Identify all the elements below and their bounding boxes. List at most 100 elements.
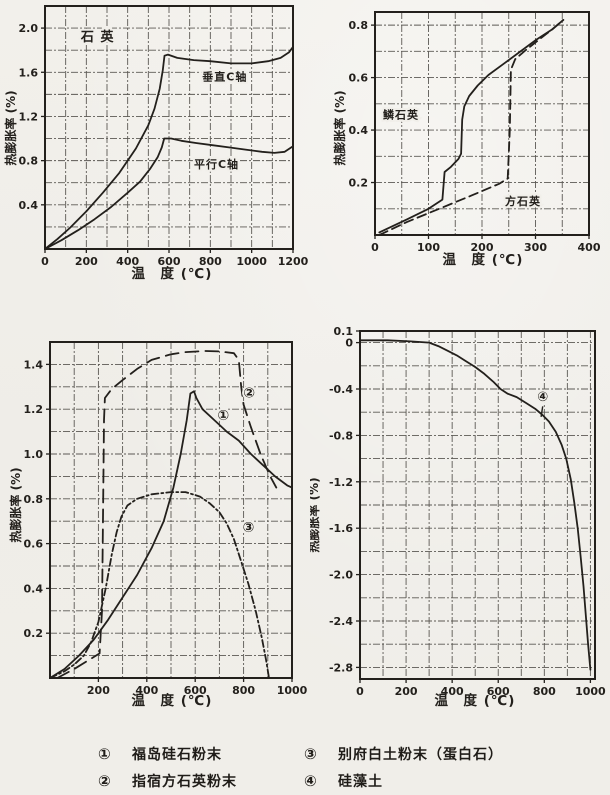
y-axis-label: 热膨胀率 (%) <box>8 467 23 542</box>
legend-label-4: 硅藻土 <box>338 774 383 790</box>
svg-text:1000: 1000 <box>236 255 267 268</box>
series-curve-2 <box>378 18 565 236</box>
chart-diatomite-contraction: 0 200 400 600 800 10000.10-0.4-0.8-1.2-1.6-2.… <box>310 325 606 709</box>
legend-label-3: 别府白土粉末（蛋白石） <box>338 747 503 763</box>
figure-legend: ① 福岛硅石粉末 ③ 别府白土粉末（蛋白石） ② 指宿方石英粉末 ④ 硅藻土 <box>98 744 568 791</box>
svg-text:200: 200 <box>395 685 418 698</box>
svg-text:0.1: 0.1 <box>334 325 354 338</box>
x-axis-label: 温 度 (℃) <box>443 251 524 268</box>
series-curve-2 <box>56 350 278 679</box>
svg-text:0.4: 0.4 <box>24 582 44 595</box>
svg-text:-0.4: -0.4 <box>329 383 353 396</box>
svg-text:0.8: 0.8 <box>24 493 44 506</box>
x-axis-label: 温 度 (℃) <box>132 265 213 282</box>
legend-label-1: 福岛硅石粉末 <box>132 747 222 763</box>
svg-text:0.8: 0.8 <box>19 155 39 168</box>
svg-text:-2.8: -2.8 <box>329 661 353 674</box>
svg-text:1.0: 1.0 <box>24 448 44 461</box>
svg-text:0.2: 0.2 <box>349 177 369 190</box>
svg-text:0.6: 0.6 <box>24 538 44 551</box>
svg-text:2.0: 2.0 <box>19 22 39 35</box>
legend-item-4: ④ 硅藻土 <box>304 771 568 791</box>
svg-text:1200: 1200 <box>278 255 309 268</box>
curve-annotation: ④ <box>537 390 549 405</box>
legend-label-2: 指宿方石英粉末 <box>132 774 237 790</box>
legend-item-1: ① 福岛硅石粉末 <box>98 744 304 764</box>
svg-text:-1.6: -1.6 <box>329 522 353 535</box>
legend-marker-3: ③ <box>304 745 318 763</box>
curve-annotation: ③ <box>242 520 255 536</box>
svg-text:1.4: 1.4 <box>24 358 44 371</box>
svg-text:600: 600 <box>184 684 207 697</box>
legend-item-3: ③ 别府白土粉末（蛋白石） <box>304 744 568 764</box>
curve-annotation: 石 英 <box>80 29 115 45</box>
series-curve-1 <box>49 390 293 679</box>
svg-text:0.8: 0.8 <box>349 19 369 32</box>
svg-text:200: 200 <box>87 684 110 697</box>
svg-text:1000: 1000 <box>277 684 308 697</box>
svg-text:0: 0 <box>345 337 353 350</box>
y-axis-label: 热膨胀率 (%) <box>332 90 347 165</box>
svg-text:1.2: 1.2 <box>24 403 44 416</box>
svg-text:0.6: 0.6 <box>349 72 369 85</box>
plot-frame <box>374 11 590 236</box>
axis-ticks: 0 100 200 300 400 0.2 0.4 0.6 0.8 <box>349 19 601 254</box>
svg-text:0: 0 <box>371 241 379 254</box>
grid-lines <box>359 331 595 679</box>
x-axis-label: 温 度 (℃) <box>435 692 516 709</box>
svg-text:200: 200 <box>75 255 98 268</box>
svg-text:0.4: 0.4 <box>19 199 39 212</box>
svg-text:-1.2: -1.2 <box>329 476 353 489</box>
svg-text:800: 800 <box>533 685 556 698</box>
svg-text:400: 400 <box>578 241 601 254</box>
svg-text:800: 800 <box>199 255 222 268</box>
y-axis-label: 热膨胀率 (%) <box>310 477 321 552</box>
plot-frame <box>49 341 293 679</box>
legend-item-2: ② 指宿方石英粉末 <box>98 771 304 791</box>
y-axis-label: 热膨胀率 (%) <box>3 90 18 165</box>
axis-ticks: 0 200 400 600 800 10000.10-0.4-0.8-1.2-1.6-2.… <box>329 325 606 698</box>
grid-lines <box>374 12 590 236</box>
svg-text:400: 400 <box>135 684 158 697</box>
curve-annotation: ② <box>243 386 256 402</box>
svg-text:-2.0: -2.0 <box>329 569 353 582</box>
svg-text:0: 0 <box>356 685 364 698</box>
svg-text:200: 200 <box>471 241 494 254</box>
series-curve-1 <box>44 46 294 250</box>
series-curve-1 <box>359 339 592 671</box>
axis-ticks: 200 400 600 800 1000 0.2 0.4 0.6 0.8 1.0 1.2 1.4 <box>24 358 308 697</box>
svg-text:-0.8: -0.8 <box>329 429 353 442</box>
x-axis-label: 温 度 (℃) <box>132 692 213 709</box>
series-curve-2 <box>44 137 294 250</box>
chart-quartz-expansion: 0 200 400 600 800 1000 1200 0.4 0.8 1.2 1.6 2.0 石 英垂… <box>3 5 309 282</box>
annotation-leader-line <box>540 406 544 417</box>
svg-text:600: 600 <box>487 685 510 698</box>
chart-silica-powders-expansion: 200 400 600 800 1000 0.2 0.4 0.6 0.8 1.0 1.2 1.4 ①② ③… <box>8 341 308 709</box>
svg-text:400: 400 <box>116 255 139 268</box>
series-curve-1 <box>378 18 565 234</box>
curve-annotation: 鳞石英 <box>383 107 419 121</box>
svg-text:300: 300 <box>524 241 547 254</box>
legend-marker-4: ④ <box>304 772 318 790</box>
legend-marker-1: ① <box>98 745 112 763</box>
svg-text:400: 400 <box>441 685 464 698</box>
svg-text:0.4: 0.4 <box>349 124 369 137</box>
svg-text:600: 600 <box>158 255 181 268</box>
legend-marker-2: ② <box>98 772 112 790</box>
curve-annotation: ① <box>217 408 230 424</box>
curve-annotation: 垂直C轴 <box>202 70 247 84</box>
svg-text:800: 800 <box>232 684 255 697</box>
svg-text:1.6: 1.6 <box>19 66 39 79</box>
plot-frame <box>359 330 596 680</box>
series-curve-3 <box>49 491 270 679</box>
curve-annotation: 平行C轴 <box>194 157 239 171</box>
curve-annotation: 方石英 <box>505 194 541 208</box>
svg-text:100: 100 <box>417 241 440 254</box>
svg-text:0: 0 <box>41 255 49 268</box>
svg-text:0.2: 0.2 <box>24 627 44 640</box>
axis-ticks: 0 200 400 600 800 1000 1200 0.4 0.8 1.2 1.6 2.0 <box>19 22 309 268</box>
svg-text:1.2: 1.2 <box>19 110 39 123</box>
svg-text:1000: 1000 <box>575 685 606 698</box>
svg-text:-2.4: -2.4 <box>329 615 353 628</box>
